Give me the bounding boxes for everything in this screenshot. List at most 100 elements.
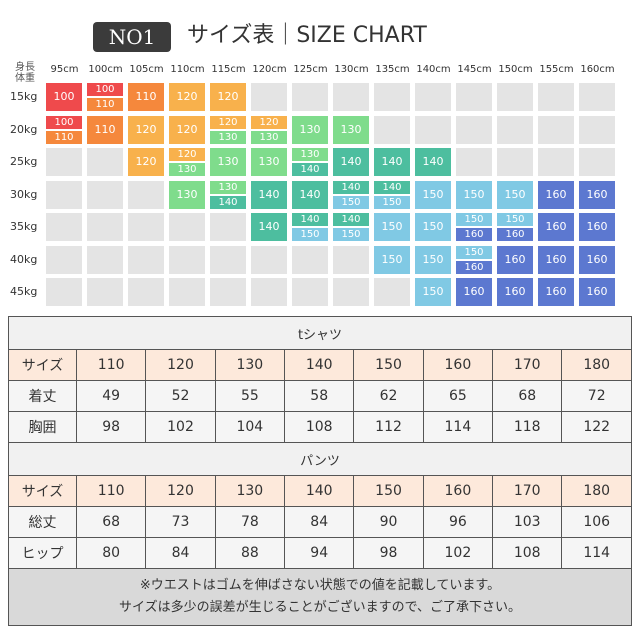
size-cell: 150 — [456, 180, 492, 209]
size-value: 160 — [456, 260, 492, 274]
height-header: 130cm — [334, 64, 369, 75]
weight-header: 15kg — [10, 90, 38, 103]
size-value: 150 — [415, 213, 451, 241]
size-cell — [46, 148, 82, 176]
size-cell — [46, 213, 82, 241]
size-value: 160 — [456, 228, 492, 241]
table-cell: 96 — [422, 506, 494, 538]
table-cell: 120 — [145, 475, 216, 507]
size-cell — [579, 115, 615, 144]
size-cell: 140 — [251, 180, 287, 209]
size-value: 130 — [210, 148, 246, 176]
size-cell: 130 140 — [292, 148, 328, 176]
size-cell — [538, 115, 574, 144]
table-cell: 58 — [284, 380, 355, 412]
size-cell: 160 — [456, 278, 492, 306]
table-cell: 104 — [214, 411, 286, 443]
size-cell: 140 150 — [292, 213, 328, 241]
height-header: 140cm — [416, 64, 451, 75]
size-value: 150 — [415, 180, 451, 209]
size-cell: 120 — [210, 83, 246, 111]
size-value: 160 — [579, 245, 615, 274]
size-cell: 120 130 — [169, 148, 205, 176]
pants-row: サイズ 110 120 130 140 150 160 170 180 — [8, 475, 632, 507]
table-cell: 114 — [561, 537, 632, 569]
table-cell: 84 — [284, 506, 355, 538]
table-cell: 180 — [561, 475, 632, 507]
size-cell: 130 — [210, 148, 246, 176]
size-cell — [210, 213, 246, 241]
size-cell: 160 — [579, 180, 615, 209]
size-value: 160 — [497, 278, 533, 306]
size-value: 130 — [292, 148, 328, 161]
table-cell: 170 — [492, 475, 563, 507]
table-cell: 90 — [353, 506, 424, 538]
no1-badge: NO1 — [93, 22, 171, 52]
size-cell — [128, 278, 164, 306]
table-cell: 98 — [75, 411, 147, 443]
row-label: サイズ — [8, 349, 77, 381]
tshirt-row: 胸囲 98 102 104 108 112 114 118 122 — [8, 411, 632, 443]
size-value: 150 — [456, 245, 492, 259]
pants-title-row: パンツ — [8, 442, 632, 476]
size-value: 120 — [210, 115, 246, 129]
table-cell: 122 — [561, 411, 632, 443]
table-cell: 160 — [422, 349, 494, 381]
table-cell: 160 — [422, 475, 494, 507]
size-cell: 150 — [497, 180, 533, 209]
size-cell — [292, 83, 328, 111]
size-cell: 160 — [538, 213, 574, 241]
height-header: 155cm — [539, 64, 574, 75]
table-cell: 108 — [492, 537, 563, 569]
size-cell: 160 — [497, 245, 533, 274]
size-cell: 130 — [292, 115, 328, 144]
size-value: 130 — [169, 163, 205, 176]
size-cell: 140 — [292, 180, 328, 209]
size-value: 160 — [538, 180, 574, 209]
table-cell: 102 — [422, 537, 494, 569]
size-value: 150 — [497, 180, 533, 209]
table-cell: 73 — [145, 506, 216, 538]
table-cell: 110 — [75, 475, 147, 507]
size-value: 130 — [251, 148, 287, 176]
size-value: 150 — [333, 195, 369, 209]
table-cell: 102 — [145, 411, 216, 443]
size-cell — [87, 278, 123, 306]
size-cell: 160 — [497, 278, 533, 306]
table-cell: 140 — [284, 349, 355, 381]
size-cell: 100 — [46, 83, 82, 111]
table-cell: 72 — [561, 380, 632, 412]
size-cell: 150 — [415, 180, 451, 209]
page-title: サイズ表｜SIZE CHART — [187, 23, 427, 48]
size-cell: 100 110 — [87, 83, 123, 111]
size-cell — [456, 148, 492, 176]
size-cell: 130 — [169, 180, 205, 209]
size-cell — [579, 83, 615, 111]
size-value: 140 — [292, 213, 328, 226]
pants-title: パンツ — [8, 442, 632, 476]
size-cell — [128, 245, 164, 274]
size-cell: 140 150 — [374, 180, 410, 209]
corner-label: 身長 体重 — [15, 62, 35, 84]
size-cell — [87, 148, 123, 176]
size-cell — [538, 148, 574, 176]
table-cell: 68 — [75, 506, 147, 538]
size-cell — [210, 278, 246, 306]
size-value: 130 — [169, 180, 205, 209]
tshirt-title-row: tシャツ — [8, 316, 632, 350]
size-cell: 130 — [333, 115, 369, 144]
table-cell: 112 — [353, 411, 424, 443]
row-label: 総丈 — [8, 506, 77, 538]
size-cell — [87, 245, 123, 274]
size-value: 150 — [333, 228, 369, 241]
pants-row: 総丈 68 73 78 84 90 96 103 106 — [8, 506, 632, 538]
height-header: 160cm — [580, 64, 615, 75]
size-cell: 120 130 — [210, 115, 246, 144]
size-cell — [333, 245, 369, 274]
row-label: 胸囲 — [8, 411, 77, 443]
size-value: 140 — [251, 213, 287, 241]
size-cell — [46, 278, 82, 306]
size-value: 160 — [579, 213, 615, 241]
size-cell: 140 — [415, 148, 451, 176]
table-cell: 84 — [145, 537, 216, 569]
